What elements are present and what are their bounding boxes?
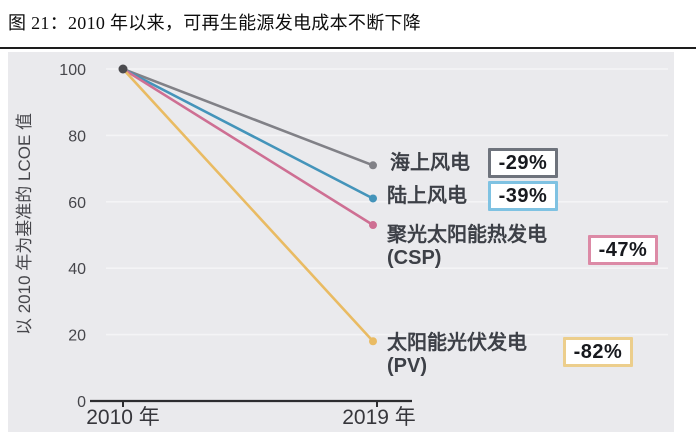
title-divider: [0, 47, 696, 49]
chart-canvas: 0 20 40 60 80 100 以 2010 年为基准的 LCOE 值 2010 年 201…: [15, 62, 668, 429]
change-badge-csp: -47%: [588, 235, 658, 265]
series-name: 海上风电: [390, 152, 470, 174]
svg-text:100: 100: [59, 62, 86, 79]
series-name: 聚光太阳能热发电: [387, 224, 547, 246]
change-badge-onshore-wind: -39%: [488, 181, 558, 211]
series-label-offshore-wind: 海上风电: [390, 152, 470, 175]
svg-text:0: 0: [77, 394, 86, 411]
series-label-pv: 太阳能光伏发电 (PV): [387, 332, 527, 378]
change-badge-offshore-wind: -29%: [488, 148, 558, 178]
figure-title: 图 21：2010 年以来，可再生能源发电成本不断下降: [8, 13, 422, 33]
svg-text:20: 20: [68, 328, 86, 345]
change-value: -39%: [498, 184, 548, 207]
change-value: -47%: [598, 238, 648, 261]
svg-text:80: 80: [68, 128, 86, 145]
svg-text:2010 年: 2010 年: [86, 406, 160, 429]
svg-text:60: 60: [68, 195, 86, 212]
series-name: 太阳能光伏发电: [387, 332, 527, 354]
series-name: 陆上风电: [387, 185, 467, 207]
change-value: -82%: [573, 340, 623, 363]
change-badge-pv: -82%: [563, 337, 633, 367]
series-name-sub: (PV): [387, 355, 427, 377]
lcoe-chart: 0 20 40 60 80 100 以 2010 年为基准的 LCOE 值 2010 年 201…: [8, 52, 674, 432]
change-value: -29%: [498, 151, 548, 174]
svg-text:2019 年: 2019 年: [342, 406, 416, 429]
series-name-sub: (CSP): [387, 247, 442, 269]
svg-text:以 2010 年为基准的 LCOE 值: 以 2010 年为基准的 LCOE 值: [15, 113, 34, 335]
svg-text:40: 40: [68, 261, 86, 278]
series-label-csp: 聚光太阳能热发电 (CSP): [387, 224, 547, 270]
series-label-onshore-wind: 陆上风电: [387, 185, 467, 208]
